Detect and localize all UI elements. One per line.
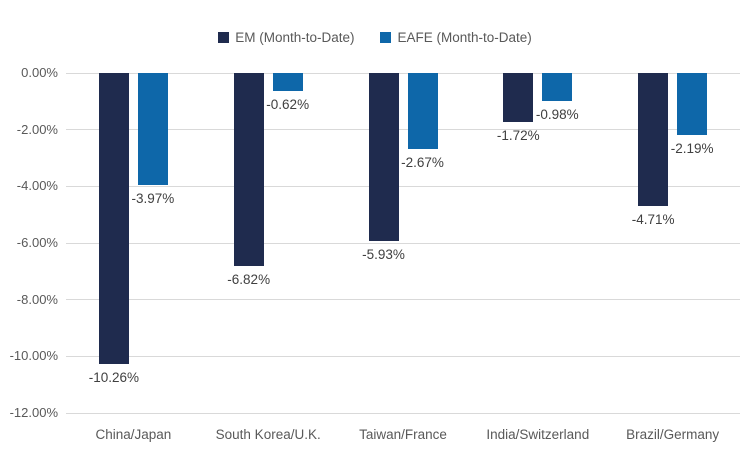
bar-value-label: -4.71%: [631, 212, 675, 228]
gridline: [66, 355, 740, 357]
gridline: [66, 299, 740, 301]
gridline: [66, 185, 740, 187]
x-axis-category-label: India/Switzerland: [486, 427, 590, 442]
legend-swatch-icon: [380, 32, 392, 43]
gridline: [66, 72, 740, 74]
bar-value-label: -10.26%: [88, 369, 140, 385]
legend-label: EM (Month-to-Date): [235, 30, 355, 45]
x-axis-category-label: China/Japan: [95, 427, 172, 442]
eafe-bar-4: [677, 73, 708, 136]
em-bar-3: [503, 73, 534, 122]
bar-value-label: -1.72%: [496, 127, 540, 143]
bar-value-label: -6.82%: [227, 272, 271, 288]
legend-swatch-icon: [218, 32, 230, 43]
gridline: [66, 242, 740, 244]
legend-item-eafe: EAFE (Month-to-Date): [380, 30, 532, 45]
y-axis-tick-label: -6.00%: [16, 235, 58, 250]
gridline: [66, 129, 740, 131]
em-bar-0: [98, 73, 129, 364]
legend-item-em: EM (Month-to-Date): [218, 30, 354, 45]
x-axis-category-label: South Korea/U.K.: [215, 427, 321, 442]
eafe-bar-1: [272, 73, 303, 91]
x-axis-category-label: Taiwan/France: [359, 427, 447, 442]
bar-value-label: -0.62%: [266, 96, 310, 112]
y-axis-tick-label: -4.00%: [16, 178, 58, 194]
eafe-bar-2: [407, 73, 438, 149]
x-axis-category-label: Brazil/Germany: [626, 427, 720, 442]
y-axis-tick-label: -8.00%: [16, 291, 58, 307]
bar-value-label: -2.67%: [401, 154, 444, 170]
em-bar-1: [233, 73, 264, 267]
bar-value-label: -0.98%: [535, 106, 579, 122]
bar-value-label: -5.93%: [362, 247, 405, 263]
y-axis-tick-label: -2.00%: [16, 121, 58, 137]
bar-value-label: -3.97%: [131, 191, 175, 207]
y-axis-tick-label: -10.00%: [9, 348, 58, 364]
legend-label: EAFE (Month-to-Date): [397, 30, 532, 45]
y-axis-tick-label: 0.00%: [21, 65, 58, 80]
eafe-bar-3: [542, 73, 573, 101]
eafe-bar-0: [137, 73, 168, 186]
bar-value-label: -2.19%: [670, 141, 714, 157]
y-axis-tick-label: -12.00%: [9, 405, 58, 420]
em-bar-2: [368, 73, 399, 242]
em-bar-4: [638, 73, 669, 207]
chart-legend: EM (Month-to-Date) EAFE (Month-to-Date): [0, 30, 750, 45]
gridline: [66, 412, 740, 414]
